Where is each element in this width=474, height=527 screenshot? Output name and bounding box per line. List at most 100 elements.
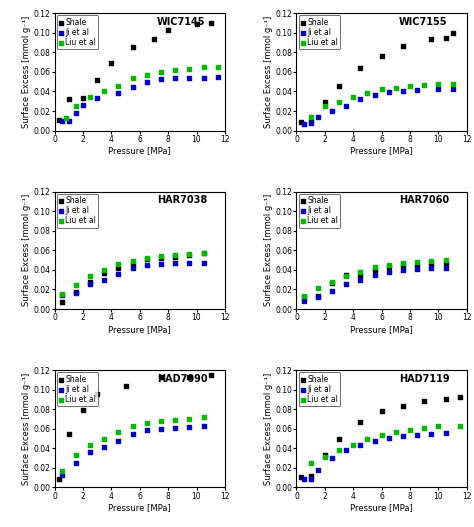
Shale bbox=[399, 262, 407, 270]
Ji et al bbox=[442, 264, 449, 272]
Ji et al bbox=[399, 432, 407, 440]
Shale bbox=[186, 373, 193, 381]
Shale bbox=[164, 26, 172, 34]
Shale bbox=[378, 407, 385, 415]
Liu et al bbox=[186, 415, 193, 423]
Shale bbox=[115, 264, 122, 272]
Shale bbox=[79, 94, 87, 103]
Liu et al bbox=[172, 416, 179, 424]
Shale bbox=[55, 115, 63, 124]
Liu et al bbox=[392, 427, 400, 436]
Ji et al bbox=[157, 74, 165, 83]
X-axis label: Pressure [MPa]: Pressure [MPa] bbox=[350, 503, 413, 512]
Liu et al bbox=[392, 83, 400, 92]
Liu et al bbox=[157, 67, 165, 76]
Liu et al bbox=[129, 422, 137, 430]
Liu et al bbox=[335, 446, 343, 454]
Shale bbox=[413, 261, 421, 269]
Text: HAD7090: HAD7090 bbox=[157, 374, 208, 384]
Ji et al bbox=[186, 423, 193, 431]
Liu et al bbox=[86, 441, 94, 450]
Text: WIC7155: WIC7155 bbox=[399, 17, 447, 27]
Shale bbox=[72, 288, 80, 297]
Shale bbox=[297, 473, 304, 481]
Ji et al bbox=[214, 73, 222, 81]
Shale bbox=[157, 254, 165, 262]
Ji et al bbox=[314, 293, 321, 301]
Ji et al bbox=[200, 259, 208, 267]
Shale bbox=[428, 260, 435, 268]
Liu et al bbox=[214, 63, 222, 71]
Liu et al bbox=[72, 280, 80, 289]
Liu et al bbox=[364, 89, 371, 97]
X-axis label: Pressure [MPa]: Pressure [MPa] bbox=[109, 325, 171, 334]
Y-axis label: Surface Excess [mmol g⁻¹]: Surface Excess [mmol g⁻¹] bbox=[21, 16, 30, 128]
Liu et al bbox=[62, 114, 70, 122]
Liu et al bbox=[143, 71, 151, 79]
Shale bbox=[93, 75, 101, 84]
Liu et al bbox=[420, 424, 428, 432]
Liu et al bbox=[335, 98, 343, 106]
Liu et al bbox=[435, 422, 442, 430]
Ji et al bbox=[449, 85, 456, 94]
Shale bbox=[93, 389, 101, 398]
Text: HAR7060: HAR7060 bbox=[399, 195, 449, 205]
Ji et al bbox=[428, 430, 435, 438]
Ji et al bbox=[157, 260, 165, 268]
Liu et al bbox=[157, 252, 165, 260]
Text: HAR7038: HAR7038 bbox=[157, 195, 207, 205]
Ji et al bbox=[356, 441, 364, 450]
Shale bbox=[356, 270, 364, 279]
Shale bbox=[321, 98, 328, 106]
Y-axis label: Surface Excess [mmol g⁻¹]: Surface Excess [mmol g⁻¹] bbox=[264, 194, 273, 306]
Liu et al bbox=[100, 87, 108, 96]
Ji et al bbox=[328, 454, 336, 462]
Legend: Shale, Ji et al, Liu et al: Shale, Ji et al, Liu et al bbox=[299, 15, 340, 50]
Shale bbox=[129, 43, 137, 52]
Liu et al bbox=[115, 260, 122, 268]
Ji et al bbox=[143, 77, 151, 86]
Ji et al bbox=[300, 297, 307, 306]
Ji et al bbox=[129, 264, 137, 272]
Ji et al bbox=[413, 86, 421, 95]
Ji et al bbox=[129, 82, 137, 91]
Liu et al bbox=[364, 434, 371, 443]
Y-axis label: Surface Excess [mmol g⁻¹]: Surface Excess [mmol g⁻¹] bbox=[264, 373, 273, 485]
X-axis label: Pressure [MPa]: Pressure [MPa] bbox=[350, 325, 413, 334]
Liu et al bbox=[406, 425, 414, 434]
Liu et al bbox=[172, 66, 179, 74]
Y-axis label: Surface Excess [mmol g⁻¹]: Surface Excess [mmol g⁻¹] bbox=[264, 16, 273, 128]
Liu et al bbox=[100, 266, 108, 274]
Liu et al bbox=[413, 258, 421, 266]
Ji et al bbox=[157, 425, 165, 433]
Ji et al bbox=[342, 102, 350, 110]
Ji et al bbox=[314, 466, 321, 474]
Ji et al bbox=[435, 85, 442, 94]
Legend: Shale, Ji et al, Liu et al: Shale, Ji et al, Liu et al bbox=[299, 194, 340, 228]
Liu et al bbox=[129, 74, 137, 82]
Ji et al bbox=[385, 88, 392, 96]
Shale bbox=[328, 278, 336, 287]
Liu et al bbox=[186, 65, 193, 73]
Shale bbox=[385, 263, 392, 271]
Liu et al bbox=[58, 466, 65, 475]
Ji et al bbox=[115, 270, 122, 278]
Shale bbox=[307, 116, 314, 125]
Liu et al bbox=[342, 271, 350, 280]
Ji et al bbox=[186, 74, 193, 82]
Ji et al bbox=[172, 424, 179, 432]
Liu et al bbox=[406, 81, 414, 90]
Ji et al bbox=[86, 448, 94, 456]
Text: HAD7119: HAD7119 bbox=[399, 374, 449, 384]
Shale bbox=[86, 277, 94, 286]
Liu et al bbox=[129, 257, 137, 265]
Liu et al bbox=[356, 268, 364, 276]
Legend: Shale, Ji et al, Liu et al: Shale, Ji et al, Liu et al bbox=[299, 373, 340, 406]
Liu et al bbox=[321, 453, 328, 461]
Shale bbox=[449, 28, 456, 37]
Legend: Shale, Ji et al, Liu et al: Shale, Ji et al, Liu et al bbox=[57, 194, 99, 228]
Ji et al bbox=[342, 446, 350, 454]
Ji et al bbox=[385, 433, 392, 442]
Liu et al bbox=[449, 80, 456, 88]
Shale bbox=[335, 81, 343, 90]
